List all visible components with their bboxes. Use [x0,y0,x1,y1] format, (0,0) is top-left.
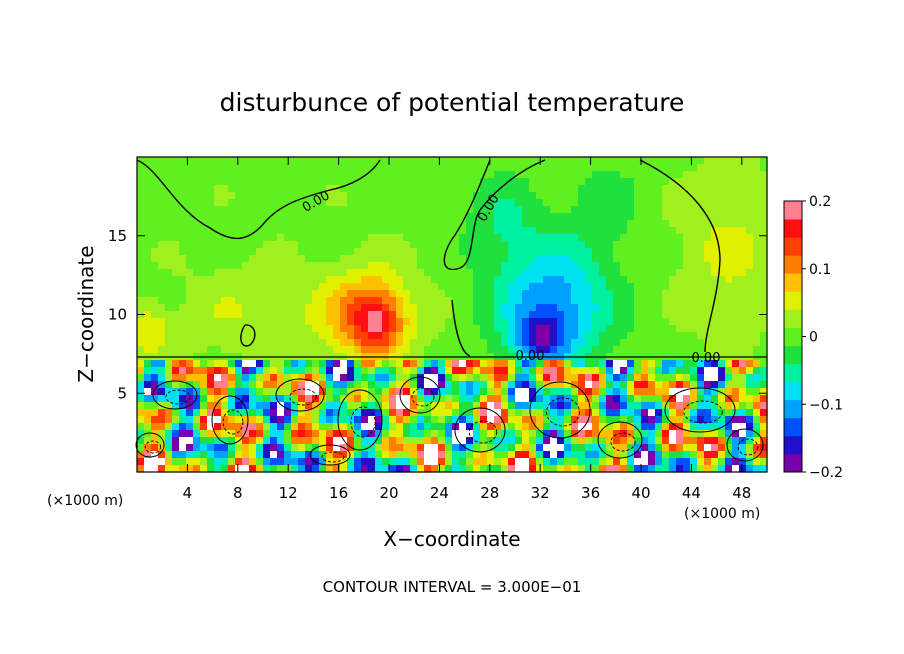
contour-label: 0.00 [692,351,721,366]
contour-label: 0.00 [516,349,545,364]
contour-swirl [135,432,165,458]
x-tick-label: 16 [329,484,348,502]
contour-line [136,159,381,240]
x-tick-label: 24 [430,484,449,502]
colorbar: 0.2 0.1 0 −0.1 −0.2 [783,194,843,481]
colorbar-swatch [784,309,802,328]
colorbar-tick-label: 0 [809,330,818,346]
plot-area: 0.00 0.000.00 0.00 [135,157,768,473]
x-tick-label: 12 [279,484,298,502]
contour-swirl [529,381,591,439]
y-tick-label: 5 [117,384,127,402]
contour-swirl [546,397,580,427]
contour-line [240,324,256,347]
colorbar-tick-label: −0.1 [809,397,843,413]
chart-title: disturbunce of potential temperature [220,88,685,117]
colorbar-swatch [784,363,802,383]
y-unit-label: (×1000 m) [47,493,123,509]
x-tick-label: 4 [183,484,193,502]
colorbar-swatch [784,453,802,473]
contour-swirl [683,400,723,424]
colorbar-tick-label: 0.2 [809,194,831,210]
y-axis-label: Z−coordinate [74,245,98,382]
contour-swirl [399,376,441,414]
colorbar-swatch [784,345,802,364]
colorbar-tick-label: 0.1 [809,262,831,278]
contour-swirl [152,380,198,410]
colorbar-swatch [784,237,802,256]
contour-line [443,159,546,271]
y-tick-label: 15 [108,227,127,245]
x-axis-ticks: 4 8 12 16 20 24 28 32 36 40 44 48 [183,157,751,502]
colorbar-swatch [784,273,802,292]
y-tick-label: 10 [108,306,127,324]
colorbar-tick-label: −0.2 [809,465,843,481]
contour-swirl [726,428,764,462]
contour-line [639,159,721,353]
y-axis-ticks: 5 10 15 [108,227,767,402]
colorbar-swatch [784,255,802,274]
colorbar-swatch [784,381,802,401]
x-tick-label: 36 [581,484,600,502]
x-tick-label: 40 [631,484,650,502]
colorbar-swatch [784,417,802,437]
x-tick-label: 48 [732,484,751,502]
contour-swirl [144,440,162,454]
x-tick-label: 8 [233,484,243,502]
contour-swirl [289,388,317,406]
contour-swirl [309,444,351,466]
contour-swirl [321,451,345,463]
contour-line [451,299,471,357]
colorbar-swatch [784,327,802,346]
contour-swirl [737,438,759,456]
colorbar-swatch [784,219,802,238]
contour-swirl [350,406,376,438]
colorbar-swatch [784,291,802,310]
colorbar-swatch [784,201,802,220]
x-unit-label: (×1000 m) [684,506,760,522]
x-tick-label: 32 [531,484,550,502]
colorbar-swatch [784,399,802,419]
x-axis-label: X−coordinate [383,527,520,551]
x-tick-label: 20 [379,484,398,502]
contour-swirl [597,421,643,459]
contour-swirl [454,407,506,453]
contour-swirl [211,395,249,445]
x-tick-label: 44 [682,484,701,502]
contour-interval-note: CONTOUR INTERVAL = 3.000E−01 [323,578,582,596]
contour-swirl [275,378,325,412]
contour-swirl [222,409,244,435]
colorbar-swatch [784,435,802,455]
contour-swirl [610,432,636,452]
contour-swirl [165,389,191,405]
contour-swirl [411,387,435,407]
contour-swirl [468,420,498,444]
contour-swirl [664,387,736,433]
x-tick-label: 28 [480,484,499,502]
contour-swirl [337,389,383,451]
